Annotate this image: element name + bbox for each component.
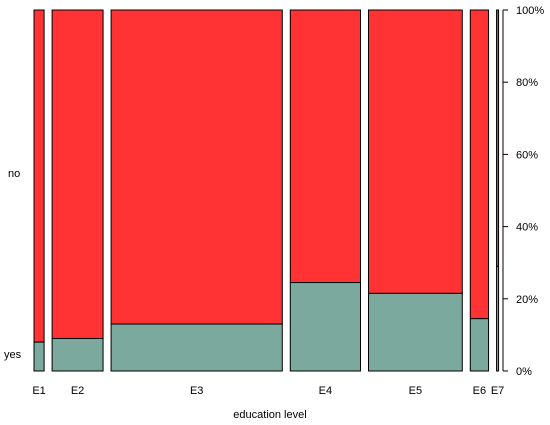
right-tick-label: 0% bbox=[516, 366, 532, 378]
bar-no-e6 bbox=[469, 9, 490, 320]
x-tick-e3: E3 bbox=[190, 385, 203, 397]
bar-yes-e1 bbox=[33, 341, 45, 372]
x-tick-e5: E5 bbox=[409, 385, 422, 397]
y-label-no: no bbox=[8, 168, 20, 180]
bar-no-e4 bbox=[289, 9, 362, 284]
x-tick-e2: E2 bbox=[71, 385, 84, 397]
x-axis-title: education level bbox=[233, 409, 306, 421]
bar-no-e3 bbox=[110, 9, 283, 325]
right-axis: 0% 20% 40% 60% 80% 100% bbox=[502, 5, 544, 378]
bar-yes-e2 bbox=[51, 338, 104, 372]
bar-yes-e3 bbox=[110, 323, 283, 372]
bar-yes-e5 bbox=[368, 292, 463, 372]
bar-no-e1 bbox=[33, 9, 45, 343]
y-category-labels: no yes bbox=[4, 168, 22, 361]
y-label-yes: yes bbox=[4, 349, 22, 361]
bar-no-e5 bbox=[368, 9, 463, 294]
right-tick-label: 60% bbox=[516, 149, 538, 161]
right-tick-label: 40% bbox=[516, 222, 538, 234]
bar-no-e7 bbox=[496, 9, 500, 267]
bar-yes-e4 bbox=[289, 282, 362, 372]
bar-yes-e7 bbox=[496, 265, 500, 372]
right-tick-label: 100% bbox=[516, 5, 544, 17]
x-tick-e4: E4 bbox=[319, 385, 332, 397]
bar-group bbox=[33, 9, 500, 372]
right-tick-label: 80% bbox=[516, 77, 538, 89]
x-tick-labels: E1 E2 E3 E4 E5 E6 E7 bbox=[32, 385, 504, 397]
x-tick-e7: E7 bbox=[491, 385, 504, 397]
right-tick-label: 20% bbox=[516, 294, 538, 306]
bar-no-e2 bbox=[51, 9, 104, 340]
bar-yes-e6 bbox=[469, 318, 490, 372]
x-tick-e1: E1 bbox=[32, 385, 45, 397]
x-tick-e6: E6 bbox=[473, 385, 486, 397]
